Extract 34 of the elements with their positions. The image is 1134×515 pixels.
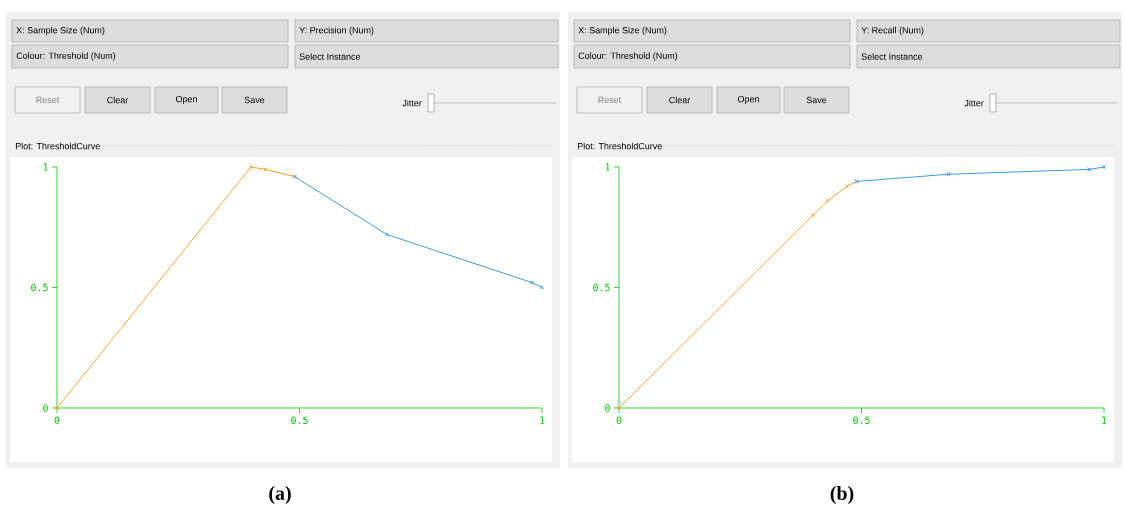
text: Reset — [36, 96, 60, 104]
text: Save — [244, 96, 265, 104]
text: Clear — [669, 96, 691, 104]
text: Jitter — [402, 99, 422, 107]
x-axis-title: X: Sample Size (Num) — [16, 26, 105, 36]
text: Colour: Threshold (Num) — [578, 52, 678, 61]
chart-title: Plot: ThresholdCurve — [15, 142, 100, 150]
y-tick-label: 0.5 — [593, 283, 610, 292]
text: Y: Recall (Num) — [861, 26, 924, 36]
text: Jitter — [964, 99, 984, 107]
text: Open — [737, 95, 759, 105]
text: Reset — [598, 96, 622, 104]
x-axis-title: X: Sample Size (Num) — [578, 26, 667, 36]
y-tick-label: 1 — [43, 163, 48, 171]
text: Clear — [107, 96, 129, 104]
text: Colour: Threshold (Num) — [16, 52, 116, 61]
text: Y: Precision (Num) — [299, 26, 374, 36]
text: Save — [806, 96, 827, 104]
x-tick-label: 0.5 — [291, 416, 308, 425]
chart-title: Plot: ThresholdCurve — [577, 142, 662, 150]
text: Open — [175, 95, 197, 105]
x-tick-label: 1 — [1102, 416, 1107, 424]
text: (b) — [830, 485, 854, 505]
x-tick-label: 0.5 — [853, 416, 870, 425]
x-tick-label: 0 — [54, 416, 60, 425]
x-tick-label: 1 — [540, 416, 545, 424]
y-tick-label: 0.5 — [31, 283, 48, 292]
y-tick-label: 0 — [605, 404, 610, 412]
text: Select Instance — [299, 53, 361, 60]
text: Select Instance — [861, 53, 923, 60]
x-tick-label: 0 — [616, 416, 622, 425]
y-tick-label: 1 — [605, 163, 610, 171]
y-tick-label: 0 — [43, 404, 48, 412]
text: (a) — [269, 485, 291, 505]
